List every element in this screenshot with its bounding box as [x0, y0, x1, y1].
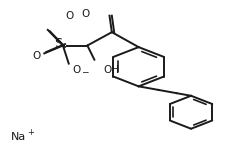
Text: −: − [81, 67, 89, 76]
Text: O: O [73, 65, 81, 75]
Text: OH: OH [104, 65, 120, 75]
Text: O: O [32, 51, 40, 61]
Text: O: O [81, 9, 89, 19]
Text: Na: Na [10, 132, 26, 142]
Text: O: O [65, 11, 74, 22]
Text: +: + [27, 128, 34, 137]
Text: S: S [54, 38, 62, 50]
